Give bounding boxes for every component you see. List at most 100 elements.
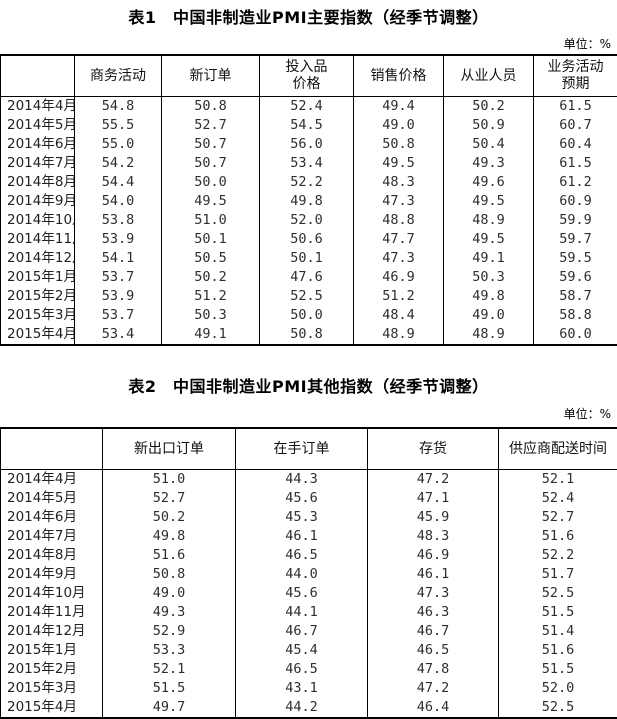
cell-value: 50.9: [444, 116, 534, 135]
cell-value: 55.5: [75, 116, 162, 135]
cell-value: 45.3: [236, 508, 368, 527]
table1-section: 表1 中国非制造业PMI主要指数（经季节调整） 单位：% 商务活动新订单投入品 …: [0, 8, 617, 346]
header-row: 新出口订单在手订单存货供应商配送时间: [1, 428, 617, 470]
cell-value: 52.7: [162, 116, 260, 135]
row-label-month: 2014年7月: [1, 154, 75, 173]
cell-value: 60.7: [534, 116, 617, 135]
row-label-month: 2014年12月: [1, 249, 75, 268]
cell-value: 50.8: [260, 325, 354, 345]
row-label-month: 2014年7月: [1, 527, 103, 546]
row-label-month: 2015年3月: [1, 306, 75, 325]
cell-value: 49.0: [103, 584, 236, 603]
row-label-month: 2014年5月: [1, 116, 75, 135]
column-header: 新出口订单: [103, 428, 236, 470]
cell-value: 46.9: [354, 268, 444, 287]
row-label-month: 2014年10月: [1, 584, 103, 603]
cell-value: 44.0: [236, 565, 368, 584]
cell-value: 47.7: [354, 230, 444, 249]
cell-value: 48.9: [444, 211, 534, 230]
cell-value: 51.2: [354, 287, 444, 306]
cell-value: 48.8: [354, 211, 444, 230]
row-label-month: 2014年11月: [1, 230, 75, 249]
column-header: 投入品 价格: [260, 55, 354, 97]
cell-value: 50.0: [162, 173, 260, 192]
cell-value: 49.7: [103, 698, 236, 718]
cell-value: 43.1: [236, 679, 368, 698]
cell-value: 49.3: [444, 154, 534, 173]
row-label-month: 2014年8月: [1, 173, 75, 192]
table2-title: 表2 中国非制造业PMI其他指数（经季节调整）: [0, 377, 617, 397]
cell-value: 46.1: [236, 527, 368, 546]
cell-value: 50.4: [444, 135, 534, 154]
row-label-month: 2014年4月: [1, 470, 103, 490]
cell-value: 59.5: [534, 249, 617, 268]
column-header: 新订单: [162, 55, 260, 97]
cell-value: 48.4: [354, 306, 444, 325]
cell-value: 46.5: [236, 546, 368, 565]
row-label-month: 2015年3月: [1, 679, 103, 698]
cell-value: 53.8: [75, 211, 162, 230]
cell-value: 53.4: [75, 325, 162, 345]
cell-value: 45.6: [236, 584, 368, 603]
cell-value: 60.9: [534, 192, 617, 211]
cell-value: 45.9: [368, 508, 499, 527]
cell-value: 44.1: [236, 603, 368, 622]
cell-value: 48.9: [354, 325, 444, 345]
table-row: 2014年10月53.851.052.048.848.959.9: [1, 211, 617, 230]
row-label-month: 2014年4月: [1, 97, 75, 117]
column-header: 存货: [368, 428, 499, 470]
cell-value: 50.6: [260, 230, 354, 249]
row-label-month: 2014年6月: [1, 508, 103, 527]
cell-value: 46.9: [368, 546, 499, 565]
cell-value: 46.5: [368, 641, 499, 660]
cell-value: 51.7: [499, 565, 617, 584]
column-header: 在手订单: [236, 428, 368, 470]
cell-value: 51.0: [103, 470, 236, 490]
cell-value: 47.2: [368, 470, 499, 490]
cell-value: 53.9: [75, 230, 162, 249]
corner-header-cell: [1, 428, 103, 470]
cell-value: 49.5: [444, 230, 534, 249]
cell-value: 52.4: [260, 97, 354, 117]
cell-value: 52.1: [103, 660, 236, 679]
cell-value: 46.4: [368, 698, 499, 718]
cell-value: 49.8: [260, 192, 354, 211]
cell-value: 49.1: [444, 249, 534, 268]
cell-value: 51.2: [162, 287, 260, 306]
cell-value: 53.3: [103, 641, 236, 660]
row-label-month: 2014年5月: [1, 489, 103, 508]
cell-value: 61.2: [534, 173, 617, 192]
cell-value: 59.6: [534, 268, 617, 287]
cell-value: 58.8: [534, 306, 617, 325]
cell-value: 48.3: [354, 173, 444, 192]
cell-value: 45.4: [236, 641, 368, 660]
column-header: 业务活动 预期: [534, 55, 617, 97]
cell-value: 51.5: [103, 679, 236, 698]
cell-value: 51.0: [162, 211, 260, 230]
cell-value: 59.7: [534, 230, 617, 249]
cell-value: 49.8: [103, 527, 236, 546]
cell-value: 50.5: [162, 249, 260, 268]
cell-value: 50.8: [103, 565, 236, 584]
cell-value: 44.3: [236, 470, 368, 490]
column-header: 从业人员: [444, 55, 534, 97]
cell-value: 54.1: [75, 249, 162, 268]
cell-value: 52.7: [103, 489, 236, 508]
cell-value: 52.5: [499, 698, 617, 718]
cell-value: 55.0: [75, 135, 162, 154]
corner-header-cell: [1, 55, 75, 97]
cell-value: 50.2: [103, 508, 236, 527]
